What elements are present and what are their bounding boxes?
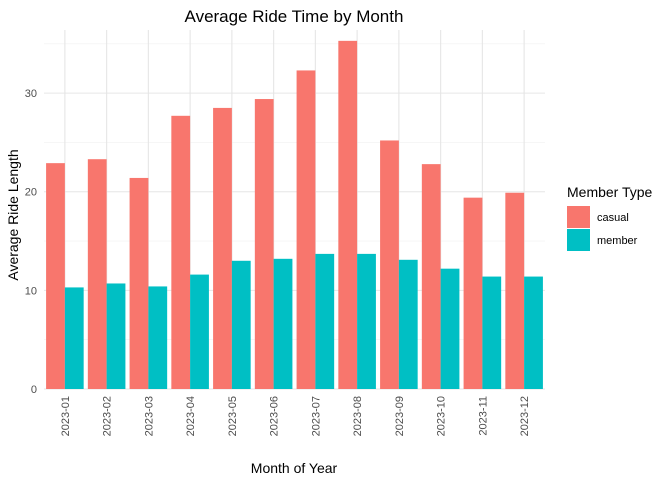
bar-casual-2023-10: [421, 164, 441, 389]
bar-member-2023-01: [64, 287, 84, 389]
legend-label-casual: casual: [597, 212, 629, 224]
y-tick-label: 30: [25, 88, 37, 100]
x-tick-label: 2023-05: [227, 396, 239, 436]
bar-member-2023-04: [190, 274, 209, 389]
x-tick-label: 2023-07: [310, 396, 322, 436]
bar-member-2023-07: [315, 253, 335, 389]
bar-member-2023-09: [398, 259, 418, 389]
bar-member-2023-06: [273, 258, 293, 389]
legend: Member Type casual member: [567, 184, 653, 251]
x-tick-label: 2023-11: [477, 396, 489, 436]
bar-member-2023-08: [357, 253, 376, 389]
y-axis-tick-labels: 0 10 20 30: [25, 88, 37, 396]
bar-casual-2023-11: [463, 197, 483, 389]
x-tick-label: 2023-01: [60, 396, 72, 436]
bars: [46, 40, 543, 390]
legend-label-member: member: [597, 235, 638, 247]
bar-member-2023-10: [440, 268, 460, 389]
x-tick-label: 2023-10: [436, 396, 448, 436]
x-tick-label: 2023-06: [269, 396, 281, 436]
x-tick-label: 2023-12: [519, 396, 531, 436]
bar-casual-2023-06: [254, 99, 274, 390]
x-tick-label: 2023-09: [394, 396, 406, 436]
bar-casual-2023-02: [87, 159, 107, 389]
bar-casual-2023-05: [213, 107, 232, 390]
legend-title: Member Type: [567, 184, 653, 200]
legend-swatch-casual: [567, 206, 590, 228]
x-axis-tick-labels: 2023-01 2023-02 2023-03 2023-04 2023-05 2023-…: [60, 396, 531, 436]
y-tick-label: 10: [25, 285, 37, 297]
x-tick-label: 2023-02: [102, 396, 114, 436]
x-axis-title: Month of Year: [251, 460, 338, 476]
bar-member-2023-11: [482, 276, 502, 389]
bar-casual-2023-01: [46, 163, 65, 389]
bar-casual-2023-08: [338, 40, 358, 389]
bar-member-2023-03: [148, 286, 168, 389]
x-tick-label: 2023-04: [185, 396, 197, 436]
x-tick-label: 2023-03: [143, 396, 155, 436]
y-axis-title: Average Ride Length: [5, 149, 21, 280]
chart-title: Average Ride Time by Month: [185, 7, 404, 26]
bar-casual-2023-09: [380, 140, 399, 389]
y-tick-label: 20: [25, 187, 37, 199]
bar-casual-2023-07: [296, 70, 316, 389]
legend-swatch-member: [567, 229, 590, 251]
bar-member-2023-05: [231, 260, 251, 389]
bar-casual-2023-03: [129, 177, 149, 389]
legend-items: casual member: [567, 206, 638, 251]
y-tick-label: 0: [31, 384, 37, 396]
bar-casual-2023-12: [505, 192, 525, 389]
x-tick-label: 2023-08: [352, 396, 364, 436]
bar-member-2023-02: [106, 283, 126, 389]
bar-casual-2023-04: [171, 115, 191, 390]
bar-member-2023-12: [524, 276, 543, 389]
